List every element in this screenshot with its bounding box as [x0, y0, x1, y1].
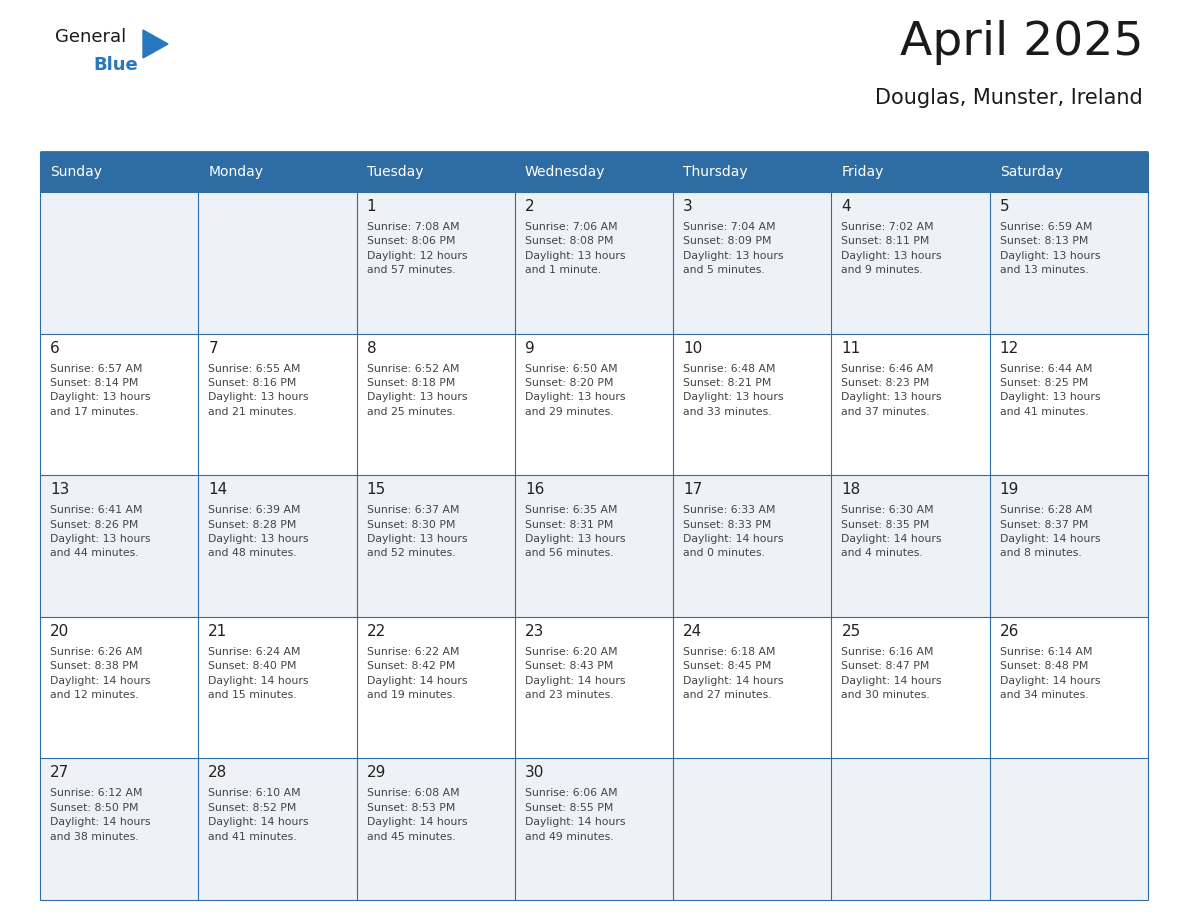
Text: Tuesday: Tuesday [367, 165, 423, 179]
Text: General: General [55, 28, 126, 46]
Text: 19: 19 [1000, 482, 1019, 498]
Text: 14: 14 [208, 482, 228, 498]
Bar [356, 152, 514, 192]
Text: April 2025: April 2025 [899, 20, 1143, 65]
Text: Douglas, Munster, Ireland: Douglas, Munster, Ireland [876, 88, 1143, 108]
Text: Sunrise: 6:30 AM
Sunset: 8:35 PM
Daylight: 14 hours
and 4 minutes.: Sunrise: 6:30 AM Sunset: 8:35 PM Dayligh… [841, 505, 942, 558]
Bar [514, 152, 674, 192]
Text: Sunrise: 6:10 AM
Sunset: 8:52 PM
Daylight: 14 hours
and 41 minutes.: Sunrise: 6:10 AM Sunset: 8:52 PM Dayligh… [208, 789, 309, 842]
Bar [832, 152, 990, 192]
Text: 5: 5 [1000, 199, 1010, 214]
Text: 29: 29 [367, 766, 386, 780]
Text: 21: 21 [208, 624, 228, 639]
Text: Sunrise: 6:06 AM
Sunset: 8:55 PM
Daylight: 14 hours
and 49 minutes.: Sunrise: 6:06 AM Sunset: 8:55 PM Dayligh… [525, 789, 625, 842]
Text: 4: 4 [841, 199, 851, 214]
Text: 10: 10 [683, 341, 702, 355]
Text: Sunrise: 6:08 AM
Sunset: 8:53 PM
Daylight: 14 hours
and 45 minutes.: Sunrise: 6:08 AM Sunset: 8:53 PM Dayligh… [367, 789, 467, 842]
Text: 25: 25 [841, 624, 860, 639]
Bar [40, 617, 1148, 758]
Text: Sunrise: 7:02 AM
Sunset: 8:11 PM
Daylight: 13 hours
and 9 minutes.: Sunrise: 7:02 AM Sunset: 8:11 PM Dayligh… [841, 222, 942, 275]
Text: 12: 12 [1000, 341, 1019, 355]
Bar [40, 192, 1148, 333]
Text: Sunday: Sunday [50, 165, 102, 179]
Text: Sunrise: 6:44 AM
Sunset: 8:25 PM
Daylight: 13 hours
and 41 minutes.: Sunrise: 6:44 AM Sunset: 8:25 PM Dayligh… [1000, 364, 1100, 417]
Bar [674, 152, 832, 192]
Text: Friday: Friday [841, 165, 884, 179]
Text: Sunrise: 7:08 AM
Sunset: 8:06 PM
Daylight: 12 hours
and 57 minutes.: Sunrise: 7:08 AM Sunset: 8:06 PM Dayligh… [367, 222, 467, 275]
Text: Sunrise: 7:06 AM
Sunset: 8:08 PM
Daylight: 13 hours
and 1 minute.: Sunrise: 7:06 AM Sunset: 8:08 PM Dayligh… [525, 222, 625, 275]
Text: 13: 13 [50, 482, 69, 498]
Text: Sunrise: 6:48 AM
Sunset: 8:21 PM
Daylight: 13 hours
and 33 minutes.: Sunrise: 6:48 AM Sunset: 8:21 PM Dayligh… [683, 364, 784, 417]
Text: 2: 2 [525, 199, 535, 214]
Text: Thursday: Thursday [683, 165, 747, 179]
Text: Sunrise: 6:33 AM
Sunset: 8:33 PM
Daylight: 14 hours
and 0 minutes.: Sunrise: 6:33 AM Sunset: 8:33 PM Dayligh… [683, 505, 784, 558]
Text: Sunrise: 6:20 AM
Sunset: 8:43 PM
Daylight: 14 hours
and 23 minutes.: Sunrise: 6:20 AM Sunset: 8:43 PM Dayligh… [525, 647, 625, 700]
Text: Sunrise: 6:22 AM
Sunset: 8:42 PM
Daylight: 14 hours
and 19 minutes.: Sunrise: 6:22 AM Sunset: 8:42 PM Dayligh… [367, 647, 467, 700]
Bar [40, 152, 198, 192]
Text: Sunrise: 6:37 AM
Sunset: 8:30 PM
Daylight: 13 hours
and 52 minutes.: Sunrise: 6:37 AM Sunset: 8:30 PM Dayligh… [367, 505, 467, 558]
Text: Sunrise: 6:59 AM
Sunset: 8:13 PM
Daylight: 13 hours
and 13 minutes.: Sunrise: 6:59 AM Sunset: 8:13 PM Dayligh… [1000, 222, 1100, 275]
Text: 26: 26 [1000, 624, 1019, 639]
Bar [40, 333, 1148, 476]
Text: 15: 15 [367, 482, 386, 498]
Text: 1: 1 [367, 199, 377, 214]
Text: 17: 17 [683, 482, 702, 498]
Text: 8: 8 [367, 341, 377, 355]
Text: 6: 6 [50, 341, 59, 355]
Text: Sunrise: 6:52 AM
Sunset: 8:18 PM
Daylight: 13 hours
and 25 minutes.: Sunrise: 6:52 AM Sunset: 8:18 PM Dayligh… [367, 364, 467, 417]
Text: 20: 20 [50, 624, 69, 639]
Text: 22: 22 [367, 624, 386, 639]
Text: Wednesday: Wednesday [525, 165, 606, 179]
Text: 28: 28 [208, 766, 228, 780]
Text: Sunrise: 6:12 AM
Sunset: 8:50 PM
Daylight: 14 hours
and 38 minutes.: Sunrise: 6:12 AM Sunset: 8:50 PM Dayligh… [50, 789, 151, 842]
Text: Sunrise: 6:16 AM
Sunset: 8:47 PM
Daylight: 14 hours
and 30 minutes.: Sunrise: 6:16 AM Sunset: 8:47 PM Dayligh… [841, 647, 942, 700]
Bar [990, 152, 1148, 192]
Text: 30: 30 [525, 766, 544, 780]
Text: Sunrise: 6:55 AM
Sunset: 8:16 PM
Daylight: 13 hours
and 21 minutes.: Sunrise: 6:55 AM Sunset: 8:16 PM Dayligh… [208, 364, 309, 417]
Bar [40, 476, 1148, 617]
Text: Sunrise: 6:57 AM
Sunset: 8:14 PM
Daylight: 13 hours
and 17 minutes.: Sunrise: 6:57 AM Sunset: 8:14 PM Dayligh… [50, 364, 151, 417]
Text: Monday: Monday [208, 165, 264, 179]
Text: 7: 7 [208, 341, 217, 355]
Text: Blue: Blue [93, 56, 138, 74]
Text: Sunrise: 6:50 AM
Sunset: 8:20 PM
Daylight: 13 hours
and 29 minutes.: Sunrise: 6:50 AM Sunset: 8:20 PM Dayligh… [525, 364, 625, 417]
Text: Saturday: Saturday [1000, 165, 1062, 179]
Text: Sunrise: 6:41 AM
Sunset: 8:26 PM
Daylight: 13 hours
and 44 minutes.: Sunrise: 6:41 AM Sunset: 8:26 PM Dayligh… [50, 505, 151, 558]
Text: Sunrise: 6:28 AM
Sunset: 8:37 PM
Daylight: 14 hours
and 8 minutes.: Sunrise: 6:28 AM Sunset: 8:37 PM Dayligh… [1000, 505, 1100, 558]
Text: Sunrise: 6:46 AM
Sunset: 8:23 PM
Daylight: 13 hours
and 37 minutes.: Sunrise: 6:46 AM Sunset: 8:23 PM Dayligh… [841, 364, 942, 417]
Bar [198, 152, 356, 192]
Text: Sunrise: 6:18 AM
Sunset: 8:45 PM
Daylight: 14 hours
and 27 minutes.: Sunrise: 6:18 AM Sunset: 8:45 PM Dayligh… [683, 647, 784, 700]
Text: Sunrise: 6:24 AM
Sunset: 8:40 PM
Daylight: 14 hours
and 15 minutes.: Sunrise: 6:24 AM Sunset: 8:40 PM Dayligh… [208, 647, 309, 700]
Text: 18: 18 [841, 482, 860, 498]
Text: 9: 9 [525, 341, 535, 355]
Text: Sunrise: 6:14 AM
Sunset: 8:48 PM
Daylight: 14 hours
and 34 minutes.: Sunrise: 6:14 AM Sunset: 8:48 PM Dayligh… [1000, 647, 1100, 700]
Text: Sunrise: 6:26 AM
Sunset: 8:38 PM
Daylight: 14 hours
and 12 minutes.: Sunrise: 6:26 AM Sunset: 8:38 PM Dayligh… [50, 647, 151, 700]
Text: 27: 27 [50, 766, 69, 780]
Text: 23: 23 [525, 624, 544, 639]
Text: 11: 11 [841, 341, 860, 355]
Bar [40, 758, 1148, 900]
Text: 16: 16 [525, 482, 544, 498]
Text: 3: 3 [683, 199, 693, 214]
Text: Sunrise: 7:04 AM
Sunset: 8:09 PM
Daylight: 13 hours
and 5 minutes.: Sunrise: 7:04 AM Sunset: 8:09 PM Dayligh… [683, 222, 784, 275]
Text: Sunrise: 6:39 AM
Sunset: 8:28 PM
Daylight: 13 hours
and 48 minutes.: Sunrise: 6:39 AM Sunset: 8:28 PM Dayligh… [208, 505, 309, 558]
Text: Sunrise: 6:35 AM
Sunset: 8:31 PM
Daylight: 13 hours
and 56 minutes.: Sunrise: 6:35 AM Sunset: 8:31 PM Dayligh… [525, 505, 625, 558]
Text: 24: 24 [683, 624, 702, 639]
Polygon shape [143, 30, 168, 58]
